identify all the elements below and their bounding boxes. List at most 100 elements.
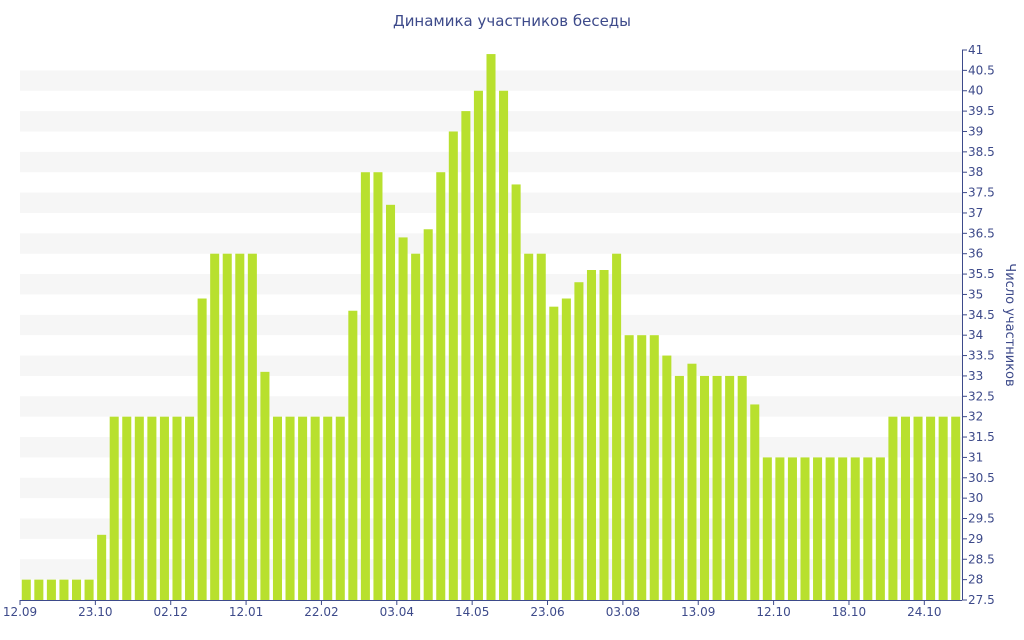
- y-tick-label: 33: [968, 369, 983, 383]
- bar: [436, 172, 446, 600]
- bar-series: [21, 54, 961, 601]
- y-tick-label: 31.5: [968, 430, 995, 444]
- bar: [499, 90, 509, 601]
- y-tick-label: 36.5: [968, 226, 995, 240]
- y-tick-label: 29: [968, 532, 983, 546]
- bar: [423, 229, 433, 600]
- x-tick-label: 12.10: [756, 605, 790, 619]
- y-tick-label: 36: [968, 247, 983, 261]
- x-tick-label: 13.09: [681, 605, 715, 619]
- y-tick-label: 40: [968, 84, 983, 98]
- x-tick-label: 12.09: [3, 605, 37, 619]
- bar: [599, 270, 609, 600]
- bar: [624, 335, 634, 600]
- bar: [787, 457, 797, 600]
- bar: [298, 416, 308, 600]
- bar: [549, 306, 559, 600]
- bar: [84, 579, 94, 600]
- bar: [260, 371, 270, 600]
- bar: [473, 90, 483, 601]
- bar: [46, 579, 56, 600]
- bar: [888, 416, 898, 600]
- y-tick-label: 37: [968, 206, 983, 220]
- bar: [386, 204, 396, 600]
- bar: [398, 237, 408, 600]
- bar: [938, 416, 948, 600]
- y-axis-ticks: 27.5 28 28.5 29 29.5 30 30.5 31 31.5 32 32.5 33 33.5…: [962, 43, 995, 607]
- x-tick-label: 23.10: [78, 605, 112, 619]
- bar: [574, 282, 584, 600]
- bar: [687, 363, 697, 600]
- bar: [147, 416, 157, 600]
- y-tick-label: 40.5: [968, 63, 995, 77]
- y-tick-label: 30.5: [968, 471, 995, 485]
- bar: [461, 111, 471, 601]
- y-tick-label: 32.5: [968, 389, 995, 403]
- y-tick-label: 37.5: [968, 186, 995, 200]
- bar: [926, 416, 936, 600]
- bar: [247, 253, 257, 600]
- axes: [20, 50, 963, 601]
- bar: [951, 416, 961, 600]
- bar: [875, 457, 885, 600]
- bar: [813, 457, 823, 600]
- bar: [285, 416, 295, 600]
- bar: [210, 253, 220, 600]
- bar: [511, 184, 521, 600]
- bar: [524, 253, 534, 600]
- x-tick-label: 14.05: [455, 605, 489, 619]
- bar: [411, 253, 421, 600]
- bar: [348, 310, 358, 600]
- x-tick-label: 02.12: [154, 605, 188, 619]
- bar: [34, 579, 44, 600]
- x-tick-label: 22.02: [304, 605, 338, 619]
- y-tick-label: 35: [968, 287, 983, 301]
- bar: [700, 375, 710, 600]
- bar: [674, 375, 684, 600]
- bar: [586, 270, 596, 600]
- bar: [750, 404, 760, 600]
- x-tick-label: 18.10: [832, 605, 866, 619]
- bar: [272, 416, 282, 600]
- bar: [800, 457, 810, 600]
- bar: [109, 416, 119, 600]
- y-tick-label: 30: [968, 491, 983, 505]
- x-tick-label: 12.01: [229, 605, 263, 619]
- y-tick-label: 39: [968, 124, 983, 138]
- y-tick-label: 34.5: [968, 308, 995, 322]
- x-axis-ticks: 12.09 23.10 02.12 12.01 22.02 03.04 14.05 23.06…: [3, 600, 941, 619]
- bar: [197, 298, 207, 600]
- bar: [72, 579, 82, 600]
- y-tick-label: 35.5: [968, 267, 995, 281]
- x-tick-label: 03.08: [606, 605, 640, 619]
- bar: [825, 457, 835, 600]
- bar: [486, 54, 496, 600]
- y-tick-label: 31: [968, 450, 983, 464]
- bar: [762, 457, 772, 600]
- bar: [838, 457, 848, 600]
- bar: [310, 416, 320, 600]
- y-axis-label: Число участников: [1002, 263, 1017, 386]
- bar: [323, 416, 333, 600]
- bar: [373, 172, 383, 600]
- y-tick-label: 29.5: [968, 512, 995, 526]
- bar: [662, 355, 672, 600]
- x-tick-label: 03.04: [380, 605, 414, 619]
- y-tick-label: 38.5: [968, 145, 995, 159]
- y-tick-label: 27.5: [968, 593, 995, 607]
- bar: [561, 298, 571, 600]
- bar: [712, 375, 722, 600]
- bar: [172, 416, 182, 600]
- bar: [185, 416, 195, 600]
- bar: [134, 416, 144, 600]
- bar: [612, 253, 622, 600]
- bar: [850, 457, 860, 600]
- y-tick-label: 28: [968, 573, 983, 587]
- y-tick-label: 32: [968, 410, 983, 424]
- bar: [775, 457, 785, 600]
- y-tick-label: 33.5: [968, 349, 995, 363]
- bar: [900, 416, 910, 600]
- bar: [725, 375, 735, 600]
- x-tick-label: 23.06: [530, 605, 564, 619]
